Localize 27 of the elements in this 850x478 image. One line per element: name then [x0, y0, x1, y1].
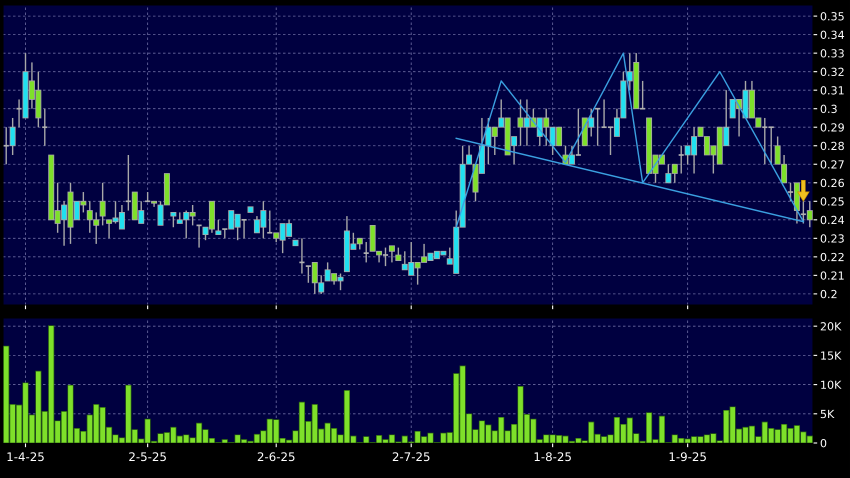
y-tick-label: 0.27	[820, 160, 844, 169]
y-tick-label: 0.32	[820, 68, 844, 76]
y-tick-label: 0.21	[820, 271, 844, 280]
x-tick-label: 1-9-25	[670, 452, 706, 462]
x-tick-label: 2-7-25	[392, 452, 430, 462]
y-tick-label: 0.3	[820, 104, 837, 114]
y-tick-label: 15K	[821, 352, 842, 360]
y-tick-label: 0.26	[820, 178, 844, 188]
y-tick-label: 0.28	[820, 142, 844, 150]
y-tick-label: 0.31	[820, 86, 844, 95]
y-tick-label: 0.33	[820, 49, 844, 58]
y-tick-label: 20K	[820, 322, 842, 331]
y-tick-label: 0.23	[820, 234, 844, 243]
y-tick-label: 0.35	[820, 12, 844, 20]
y-tick-label: 0	[820, 438, 826, 448]
y-tick-label: 0.29	[820, 123, 844, 132]
y-tick-label: 10K	[821, 380, 842, 389]
x-tick-label: 1-4-25	[8, 452, 44, 462]
x-tick-label: 2-6-25	[258, 452, 294, 462]
y-tick-label: 0.24	[820, 216, 844, 224]
y-tick-label: 0.2	[820, 290, 836, 298]
y-tick-label: 5K	[820, 410, 835, 418]
x-tick-label: 1-8-25	[534, 452, 571, 462]
x-tick-label: 2-5-25	[129, 452, 166, 462]
y-tick-label: 0.22	[820, 252, 844, 262]
y-tick-label: 0.34	[820, 30, 844, 40]
y-tick-label: 0.25	[820, 197, 844, 206]
